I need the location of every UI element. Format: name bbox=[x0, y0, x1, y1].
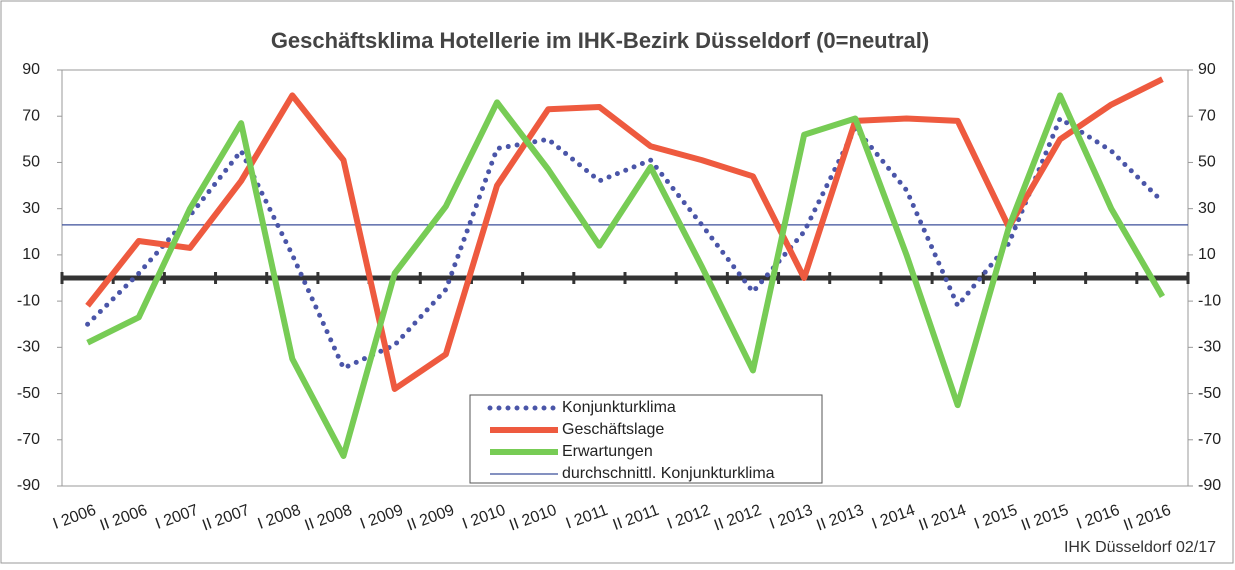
y-tick-label: -70 bbox=[17, 431, 40, 448]
series-line bbox=[86, 92, 1166, 459]
legend-label: Erwartungen bbox=[562, 443, 653, 460]
y-tick-label: -10 bbox=[17, 292, 40, 309]
y-tick-label: -50 bbox=[17, 385, 40, 402]
y2-tick-label: -90 bbox=[1198, 477, 1221, 494]
y-tick-label: 30 bbox=[22, 200, 40, 217]
legend-label: durchschnittl. Konjunkturklima bbox=[562, 465, 775, 482]
y-tick-label: 10 bbox=[22, 246, 40, 263]
y2-tick-label: 70 bbox=[1198, 107, 1216, 124]
y-tick-label: 70 bbox=[22, 107, 40, 124]
y2-tick-label: -50 bbox=[1198, 385, 1221, 402]
y2-tick-label: -70 bbox=[1198, 431, 1221, 448]
legend-box bbox=[469, 394, 823, 484]
y2-tick-label: -30 bbox=[1198, 339, 1221, 356]
series-line bbox=[85, 76, 1164, 392]
y2-tick-label: -10 bbox=[1198, 292, 1221, 309]
y2-tick-label: 90 bbox=[1198, 61, 1216, 78]
legend-label: Konjunkturklima bbox=[562, 399, 676, 416]
source-note: IHK Düsseldorf 02/17 bbox=[1064, 539, 1216, 556]
y-tick-label: 50 bbox=[22, 154, 40, 171]
legend: Konjunkturklima Geschäftslage Erwartungen d… bbox=[469, 394, 823, 484]
chart-title: Geschäftsklima Hotellerie im IHK-Bezirk … bbox=[271, 28, 929, 53]
y2-tick-label: 50 bbox=[1198, 154, 1216, 171]
series-line bbox=[85, 116, 1165, 371]
y-tick-label: 90 bbox=[22, 61, 40, 78]
legend-label: Geschäftslage bbox=[562, 421, 664, 438]
y-tick-label: -30 bbox=[17, 339, 40, 356]
y2-tick-label: 30 bbox=[1198, 200, 1216, 217]
y2-tick-label: 10 bbox=[1198, 246, 1216, 263]
y-tick-label: -90 bbox=[17, 477, 40, 494]
